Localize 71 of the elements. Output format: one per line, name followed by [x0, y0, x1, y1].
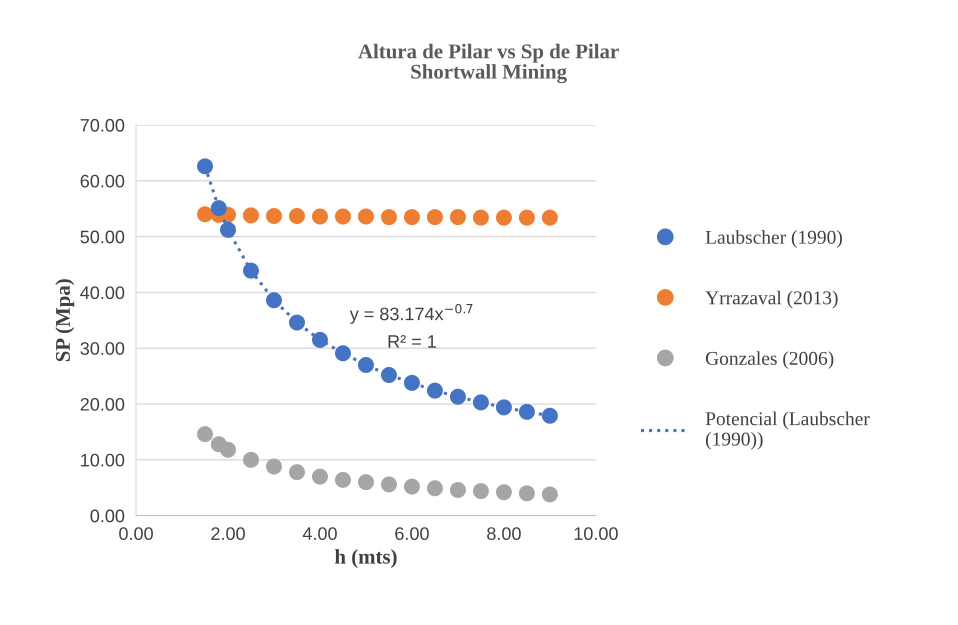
- y-axis-title: SP (Mpa): [55, 279, 74, 362]
- point: [496, 210, 512, 226]
- point: [518, 485, 535, 502]
- point: [210, 200, 227, 216]
- point: [266, 292, 282, 308]
- x-tick-label: 2.00: [211, 527, 245, 540]
- legend-label: Yrrazaval (2013): [705, 290, 838, 308]
- point: [542, 486, 558, 502]
- point: [426, 209, 443, 226]
- point: [472, 210, 489, 226]
- point: [197, 426, 213, 442]
- x-tick-label: 6.00: [395, 527, 429, 540]
- point: [312, 468, 328, 485]
- point: [496, 484, 512, 500]
- annotation: y = 83.174x$^{−0.7}$: [350, 304, 472, 324]
- point: [450, 209, 466, 226]
- point: [243, 207, 259, 224]
- point: [472, 483, 489, 500]
- y-tick-label: 70.00: [80, 118, 124, 132]
- point: [358, 474, 374, 490]
- point: [542, 210, 558, 226]
- y-tick-label: 50.00: [80, 230, 124, 244]
- point: [312, 208, 328, 224]
- point: [380, 367, 397, 383]
- point: [220, 222, 236, 238]
- point: [266, 208, 282, 224]
- y-tick-label: 0.00: [90, 510, 124, 522]
- point: [289, 314, 305, 331]
- point: [197, 206, 213, 222]
- point: [404, 374, 420, 391]
- y-tick-label: 60.00: [80, 174, 124, 188]
- point: [197, 158, 213, 174]
- point: [450, 388, 466, 405]
- point: [334, 472, 351, 488]
- point: [472, 394, 489, 410]
- point: [518, 210, 535, 226]
- point: [426, 480, 443, 496]
- x-tick-label: 4.00: [302, 527, 337, 540]
- x-axis-title: h (mts): [334, 549, 397, 568]
- point: [334, 208, 351, 224]
- point: [266, 458, 282, 474]
- point: [426, 382, 443, 399]
- point: [380, 476, 397, 492]
- legend-label: Potencial (Laubscher (1990)): [706, 412, 870, 450]
- point: [243, 262, 259, 279]
- point: [358, 208, 374, 224]
- point: [289, 464, 305, 480]
- chart-title: Altura de Pilar vs Sp de Pilar Shortwall Mining: [358, 44, 619, 84]
- annotation: R² = 1: [388, 335, 436, 348]
- y-tick-label: 20.00: [80, 398, 124, 411]
- legend-label: Laubscher (1990): [706, 230, 842, 248]
- x-tick-label: 10.00: [574, 527, 618, 540]
- point: [312, 332, 328, 348]
- point: [450, 482, 466, 498]
- point: [496, 399, 512, 416]
- point: [334, 345, 351, 362]
- x-tick-label: 8.00: [487, 527, 521, 540]
- y-tick-label: 10.00: [81, 454, 124, 467]
- legend-label: Gonzales (2006): [706, 351, 834, 369]
- point: [243, 452, 259, 468]
- x-tick-label: 0.00: [119, 527, 153, 540]
- point: [542, 408, 558, 424]
- point: [404, 209, 420, 226]
- y-tick-label: 40.00: [80, 286, 124, 300]
- y-tick-label: 30.00: [80, 342, 124, 355]
- point: [289, 208, 305, 224]
- point: [404, 478, 420, 495]
- point: [220, 442, 236, 458]
- point: [358, 356, 374, 373]
- point: [518, 404, 535, 420]
- point: [380, 209, 397, 226]
